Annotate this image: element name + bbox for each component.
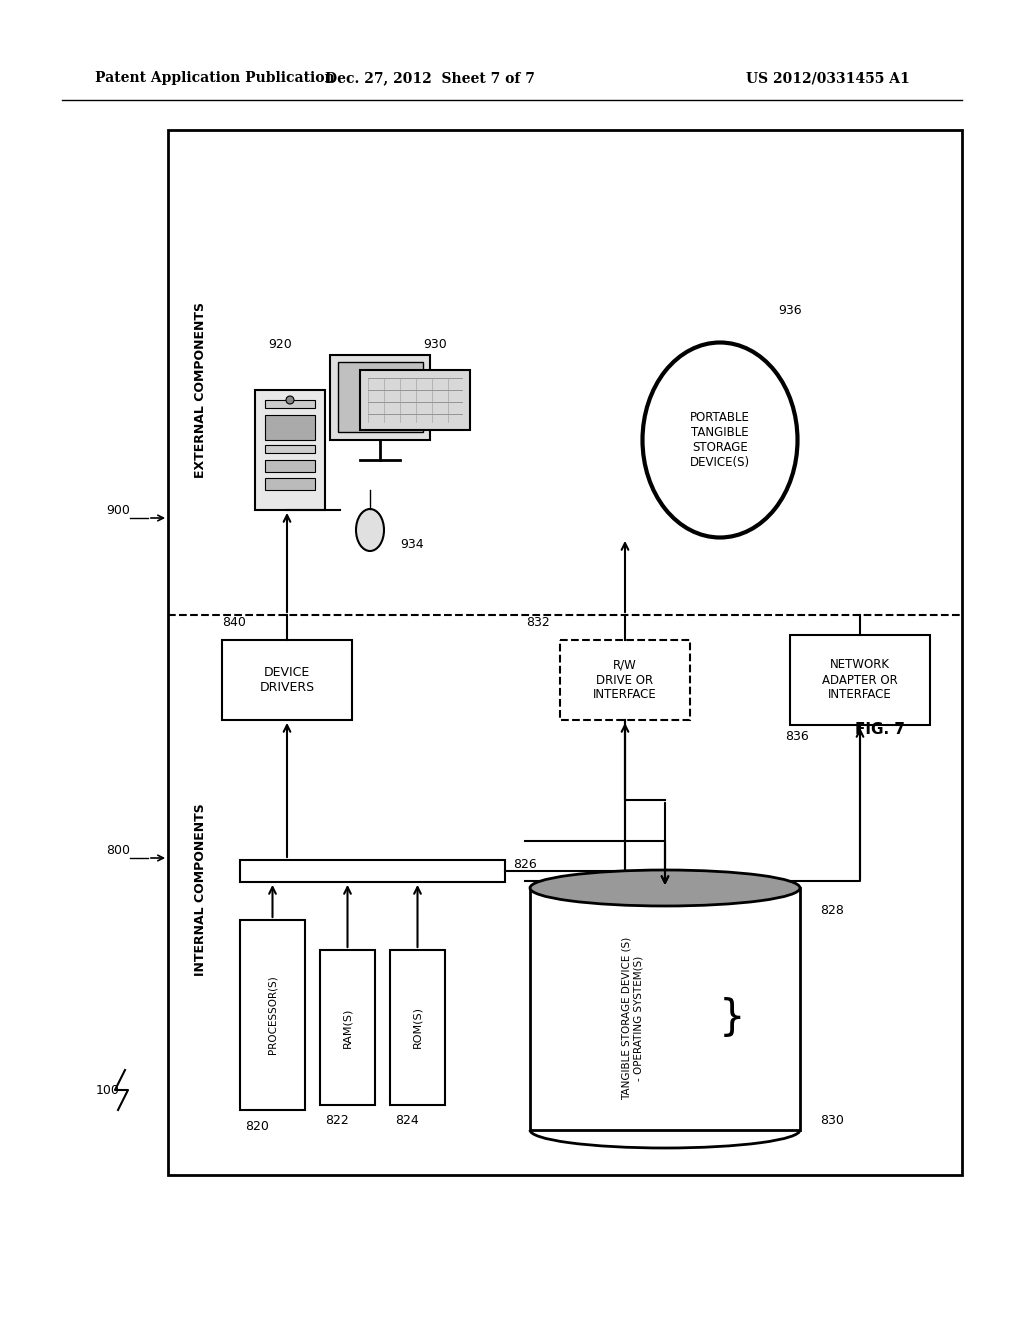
Text: ROM(S): ROM(S) — [413, 1006, 423, 1048]
Ellipse shape — [356, 510, 384, 550]
Bar — [319, 950, 375, 1105]
Text: 934: 934 — [400, 539, 424, 552]
Bar — [530, 888, 800, 1130]
Text: RAM(S): RAM(S) — [342, 1007, 352, 1048]
Bar — [265, 478, 315, 490]
Text: 936: 936 — [778, 304, 802, 317]
Text: FIG. 7: FIG. 7 — [855, 722, 905, 738]
Bar — [265, 445, 315, 453]
Bar — [265, 459, 315, 473]
Bar — [240, 861, 505, 882]
Bar — [330, 355, 430, 440]
Bar — [360, 370, 470, 430]
Bar — [790, 635, 930, 725]
Text: 820: 820 — [245, 1119, 269, 1133]
Text: 830: 830 — [820, 1114, 844, 1126]
Text: 840: 840 — [222, 615, 246, 628]
Text: Patent Application Publication: Patent Application Publication — [95, 71, 335, 84]
Text: US 2012/0331455 A1: US 2012/0331455 A1 — [746, 71, 910, 84]
Text: NETWORK
ADAPTER OR
INTERFACE: NETWORK ADAPTER OR INTERFACE — [822, 659, 898, 701]
Bar — [560, 640, 690, 719]
Ellipse shape — [642, 342, 798, 537]
Bar — [222, 640, 352, 719]
Text: }: } — [719, 997, 745, 1039]
Text: 920: 920 — [268, 338, 292, 351]
Bar — [265, 400, 315, 408]
Text: 826: 826 — [513, 858, 537, 871]
Text: 824: 824 — [395, 1114, 419, 1127]
Text: INTERNAL COMPONENTS: INTERNAL COMPONENTS — [194, 804, 207, 977]
Text: PROCESSOR(S): PROCESSOR(S) — [267, 975, 278, 1055]
Bar — [168, 129, 962, 1175]
Text: 822: 822 — [325, 1114, 349, 1127]
Bar — [338, 362, 423, 432]
Text: 100: 100 — [96, 1084, 120, 1097]
Ellipse shape — [286, 396, 294, 404]
Text: DEVICE
DRIVERS: DEVICE DRIVERS — [259, 667, 314, 694]
Bar — [240, 920, 305, 1110]
Text: Dec. 27, 2012  Sheet 7 of 7: Dec. 27, 2012 Sheet 7 of 7 — [325, 71, 535, 84]
Ellipse shape — [530, 870, 800, 906]
Text: 828: 828 — [820, 903, 844, 916]
Text: TANGIBLE STORAGE DEVICE (S)
- OPERATING SYSTEM(S): TANGIBLE STORAGE DEVICE (S) - OPERATING … — [622, 936, 643, 1100]
Text: 900: 900 — [106, 503, 130, 516]
Text: 800: 800 — [106, 843, 130, 857]
Bar — [390, 950, 445, 1105]
Text: 930: 930 — [423, 338, 446, 351]
Bar — [265, 414, 315, 440]
Text: R/W
DRIVE OR
INTERFACE: R/W DRIVE OR INTERFACE — [593, 659, 656, 701]
Bar — [255, 389, 325, 510]
Text: 836: 836 — [785, 730, 809, 743]
Text: EXTERNAL COMPONENTS: EXTERNAL COMPONENTS — [194, 302, 207, 478]
Text: PORTABLE
TANGIBLE
STORAGE
DEVICE(S): PORTABLE TANGIBLE STORAGE DEVICE(S) — [690, 411, 750, 469]
Text: 832: 832 — [526, 615, 550, 628]
